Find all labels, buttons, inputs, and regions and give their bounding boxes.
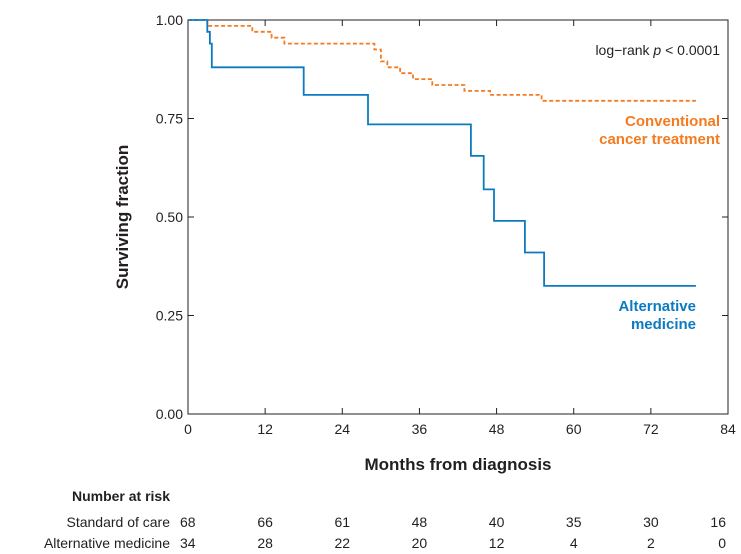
y-tick-label: 0.75 bbox=[156, 111, 183, 127]
plot-area bbox=[187, 19, 729, 415]
risk-value: 35 bbox=[566, 514, 582, 530]
risk-value: 20 bbox=[412, 535, 428, 551]
log-rank-annotation: log−rank p < 0.0001 bbox=[595, 42, 720, 58]
risk-table-title: Number at risk bbox=[72, 488, 170, 504]
risk-value: 16 bbox=[710, 514, 726, 530]
x-tick-label: 36 bbox=[412, 421, 428, 437]
plot-frame bbox=[187, 19, 729, 415]
risk-value: 4 bbox=[570, 535, 578, 551]
risk-value: 48 bbox=[412, 514, 428, 530]
x-tick-label: 12 bbox=[257, 421, 273, 437]
risk-value: 28 bbox=[257, 535, 273, 551]
y-tick-label: 0.50 bbox=[156, 209, 183, 225]
risk-value: 0 bbox=[718, 535, 726, 551]
risk-row-label: Standard of care bbox=[66, 514, 170, 530]
risk-row-label: Alternative medicine bbox=[44, 535, 170, 551]
risk-value: 22 bbox=[334, 535, 350, 551]
series-label-0: Conventional bbox=[625, 113, 720, 130]
series-label-0: cancer treatment bbox=[599, 131, 720, 148]
risk-value: 12 bbox=[489, 535, 505, 551]
risk-value: 34 bbox=[180, 535, 196, 551]
series-line-1 bbox=[188, 19, 696, 287]
x-axis-title: Months from diagnosis bbox=[365, 455, 552, 474]
x-tick-label: 0 bbox=[184, 421, 192, 437]
series-label-1: Alternative bbox=[618, 298, 696, 315]
risk-value: 68 bbox=[180, 514, 196, 530]
x-tick-label: 60 bbox=[566, 421, 582, 437]
y-tick-label: 0.00 bbox=[156, 406, 183, 422]
annotation-p: p bbox=[652, 42, 661, 58]
series-label-1: medicine bbox=[631, 316, 696, 333]
annotation-suffix: < 0.0001 bbox=[661, 42, 720, 58]
x-tick-label: 48 bbox=[489, 421, 505, 437]
risk-value: 2 bbox=[647, 535, 655, 551]
y-tick-label: 1.00 bbox=[156, 12, 183, 28]
risk-value: 40 bbox=[489, 514, 505, 530]
risk-value: 61 bbox=[334, 514, 350, 530]
y-tick-label: 0.25 bbox=[156, 308, 183, 324]
annotation-prefix: log−rank bbox=[595, 42, 653, 58]
y-axis-title: Surviving fraction bbox=[113, 145, 132, 290]
y-axis: 0.00 0.25 0.50 0.75 1.00 bbox=[156, 12, 728, 422]
risk-value: 66 bbox=[257, 514, 273, 530]
x-tick-label: 72 bbox=[643, 421, 659, 437]
x-tick-label: 84 bbox=[720, 421, 736, 437]
risk-value: 30 bbox=[643, 514, 659, 530]
number-at-risk-table: Number at risk Standard of care 68 66 61 48 4… bbox=[44, 488, 726, 551]
x-axis: 0 12 24 36 48 60 72 84 bbox=[184, 20, 736, 437]
x-tick-label: 24 bbox=[334, 421, 350, 437]
series-line-0 bbox=[188, 19, 696, 102]
